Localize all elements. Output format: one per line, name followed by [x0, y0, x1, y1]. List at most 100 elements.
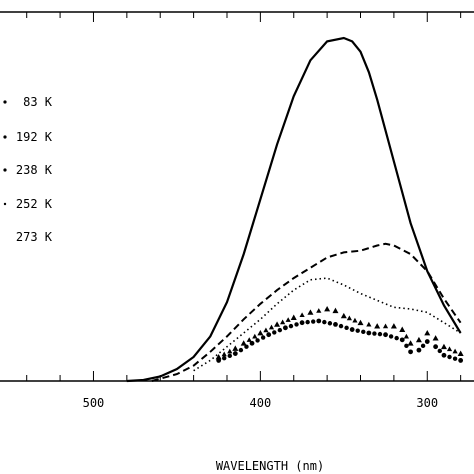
data-point — [249, 340, 255, 346]
marker — [352, 317, 358, 323]
legend-entry: 83 K — [3, 95, 53, 109]
series-line — [151, 242, 462, 382]
data-point — [324, 305, 331, 312]
data-point — [424, 339, 430, 344]
legend-entry: 273 K — [16, 230, 53, 244]
data-point — [390, 323, 397, 329]
data-point — [332, 307, 339, 314]
marker — [388, 334, 394, 339]
marker — [221, 351, 227, 357]
data-point — [240, 340, 247, 346]
data-point — [232, 351, 238, 356]
marker — [277, 327, 283, 333]
marker — [420, 343, 426, 349]
marker — [394, 335, 399, 341]
marker — [322, 319, 327, 325]
marker — [272, 330, 277, 335]
marker — [372, 331, 377, 336]
data-point — [357, 319, 364, 326]
marker — [377, 331, 383, 337]
legend-swatch — [3, 202, 7, 206]
data-point — [441, 352, 447, 358]
data-point — [383, 332, 388, 338]
data-point — [399, 326, 406, 332]
axes: 500 400 300 — [0, 11, 474, 410]
data-point — [416, 347, 422, 353]
marker — [311, 319, 316, 324]
data-point — [457, 350, 464, 356]
legend-entry: 192 K — [3, 130, 53, 144]
marker — [305, 319, 310, 325]
marker — [288, 323, 294, 329]
data-point — [408, 349, 413, 355]
data-point — [349, 327, 355, 332]
marker — [227, 353, 232, 359]
marker — [452, 356, 458, 361]
legend-label: 273 K — [16, 230, 53, 244]
legend-label: 238 K — [16, 163, 53, 177]
marker — [447, 354, 452, 360]
marker — [382, 323, 389, 329]
legend: 83 K 192 K 238 K 252 K 273 K — [3, 95, 53, 244]
data-point — [215, 353, 222, 360]
marker — [299, 312, 305, 318]
legend-swatch — [3, 168, 7, 172]
marker — [361, 329, 366, 335]
series-238k — [193, 277, 462, 372]
marker — [338, 323, 344, 329]
data-point — [424, 329, 431, 336]
data-point — [232, 345, 239, 351]
data-point — [399, 337, 405, 343]
marker — [344, 325, 349, 331]
data-point — [283, 325, 288, 331]
marker — [404, 343, 409, 349]
series-line — [126, 36, 462, 383]
marker — [355, 328, 360, 333]
series-273k — [216, 318, 464, 363]
marker — [280, 319, 286, 325]
data-point — [440, 343, 447, 350]
data-point — [458, 358, 464, 363]
series-83k — [126, 36, 462, 383]
marker — [244, 344, 249, 349]
data-point — [333, 322, 338, 327]
data-point — [433, 344, 439, 350]
legend-entry: 252 K — [3, 197, 53, 211]
legend-label: 252 K — [16, 197, 53, 211]
x-tick-label: 300 — [416, 396, 438, 410]
marker — [285, 317, 291, 322]
marker — [255, 338, 260, 343]
legend-entry: 238 K — [3, 163, 53, 177]
data-point — [307, 309, 314, 315]
data-point — [216, 358, 222, 363]
marker — [446, 346, 453, 352]
x-tick-label: 400 — [250, 396, 272, 410]
marker — [403, 333, 410, 339]
marker — [452, 348, 458, 354]
marker — [316, 308, 322, 313]
legend-label: 192 K — [16, 130, 53, 144]
data-point — [432, 335, 439, 341]
x-tick-label: 500 — [83, 396, 105, 410]
series-192k — [151, 242, 462, 382]
marker — [238, 347, 244, 353]
marker — [263, 327, 269, 333]
marker — [227, 348, 233, 354]
data-point — [266, 332, 272, 338]
series-layer — [126, 36, 464, 383]
data-point — [415, 336, 422, 343]
marker — [294, 322, 299, 327]
series-252k — [215, 305, 464, 360]
marker — [252, 333, 258, 339]
marker — [268, 324, 275, 330]
data-point — [316, 318, 322, 324]
marker — [437, 348, 442, 354]
data-point — [407, 340, 414, 346]
data-point — [366, 330, 372, 336]
data-point — [290, 314, 297, 320]
x-axis-title: WAVELENGTH (nm) — [216, 459, 324, 473]
data-point — [299, 320, 305, 326]
marker — [222, 355, 227, 361]
data-point — [274, 321, 281, 327]
